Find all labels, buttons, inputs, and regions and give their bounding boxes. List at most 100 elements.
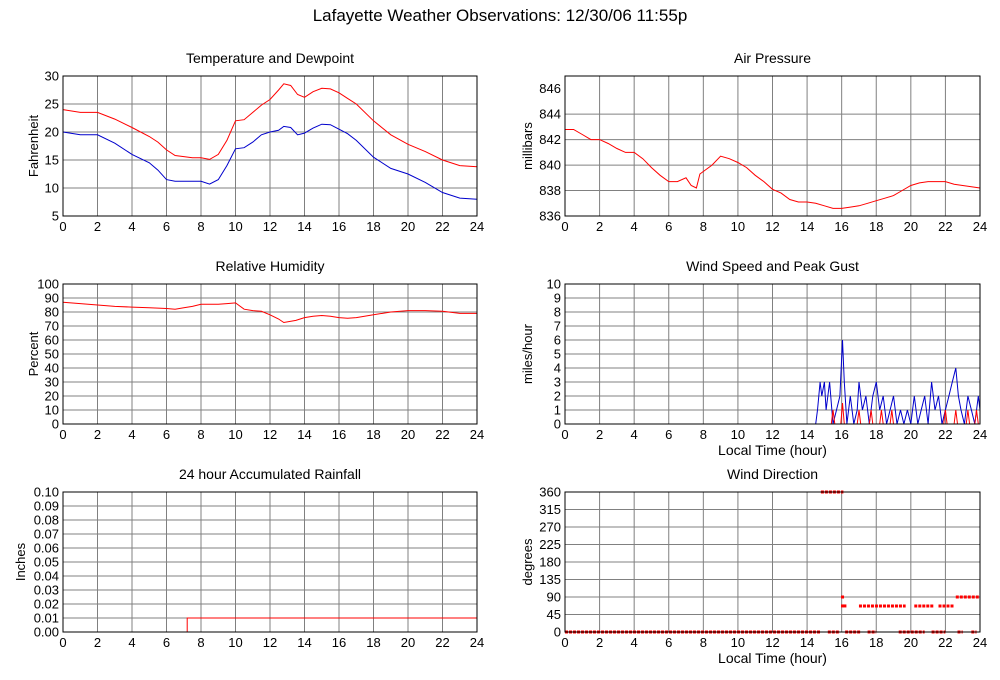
x-axis-label: Local Time (hour): [718, 442, 827, 458]
y-tick-label: 10: [45, 403, 59, 418]
y-tick-label: 30: [45, 375, 59, 390]
y-tick-label: 2: [554, 389, 561, 404]
x-tick-label: 14: [800, 219, 814, 234]
x-tick-label: 8: [197, 635, 204, 650]
x-tick-label: 6: [665, 635, 672, 650]
x-tick-label: 22: [938, 635, 952, 650]
chart-title: Temperature and Dewpoint: [186, 50, 354, 66]
y-tick-label: 5: [52, 209, 59, 224]
x-tick-label: 4: [128, 427, 135, 442]
x-tick-label: 8: [700, 219, 707, 234]
x-tick-label: 14: [297, 635, 311, 650]
y-tick-label: 45: [547, 607, 561, 622]
direction-point: [841, 595, 845, 599]
x-tick-label: 2: [94, 219, 101, 234]
y-tick-label: 0.05: [34, 555, 59, 570]
x-tick-label: 12: [263, 219, 277, 234]
x-tick-label: 16: [834, 635, 848, 650]
x-tick-label: 18: [869, 427, 883, 442]
y-axis-label: Percent: [26, 331, 41, 376]
x-tick-label: 10: [228, 635, 242, 650]
y-tick-label: 840: [539, 158, 561, 173]
y-axis-label: Fahrenheit: [26, 115, 41, 178]
x-tick-label: 0: [59, 427, 66, 442]
x-tick-label: 6: [163, 219, 170, 234]
x-tick-label: 14: [800, 427, 814, 442]
chart-temp: 0 2 4 6 8 10 12 14 16 18 20 22 2451015202530Temperat…: [26, 50, 484, 234]
x-tick-label: 10: [228, 427, 242, 442]
x-tick-label: 0: [59, 635, 66, 650]
plot-frame: [62, 491, 478, 633]
y-tick-label: 60: [45, 333, 59, 348]
y-axis-label: millibars: [520, 122, 535, 170]
x-tick-label: 4: [631, 219, 638, 234]
y-tick-label: 838: [539, 183, 561, 198]
y-axis-label: Inches: [13, 542, 28, 581]
y-tick-label: 135: [539, 572, 561, 587]
y-tick-label: 0.00: [34, 625, 59, 640]
x-tick-label: 20: [401, 427, 415, 442]
y-tick-label: 50: [45, 347, 59, 362]
y-tick-label: 0.10: [34, 485, 59, 500]
x-tick-label: 4: [631, 635, 638, 650]
y-tick-label: 315: [539, 502, 561, 517]
x-tick-label: 12: [765, 635, 779, 650]
x-tick-label: 24: [470, 219, 484, 234]
x-tick-label: 24: [470, 635, 484, 650]
x-tick-label: 16: [834, 427, 848, 442]
x-tick-label: 6: [665, 427, 672, 442]
x-axis-label: Local Time (hour): [718, 650, 827, 666]
plot-frame: [564, 491, 981, 633]
y-tick-label: 6: [554, 333, 561, 348]
plot-frame: [564, 283, 981, 425]
x-tick-label: 14: [297, 427, 311, 442]
x-tick-label: 14: [297, 219, 311, 234]
y-tick-label: 7: [554, 319, 561, 334]
x-tick-label: 12: [765, 219, 779, 234]
chart-title: Air Pressure: [734, 50, 811, 66]
x-tick-label: 16: [332, 427, 346, 442]
y-tick-label: 846: [539, 81, 561, 96]
y-tick-label: 9: [554, 291, 561, 306]
y-tick-label: 0.04: [34, 569, 59, 584]
x-tick-label: 6: [665, 219, 672, 234]
x-tick-label: 10: [731, 219, 745, 234]
y-tick-label: 225: [539, 537, 561, 552]
x-tick-label: 16: [332, 219, 346, 234]
y-tick-label: 842: [539, 132, 561, 147]
x-tick-label: 12: [263, 427, 277, 442]
y-tick-label: 0.07: [34, 527, 59, 542]
y-tick-label: 0.03: [34, 583, 59, 598]
x-tick-label: 16: [834, 219, 848, 234]
chart-direction: 0 2 4 6 8 10 12 14 16 18 20 22 240459013518022527031…: [520, 466, 987, 666]
x-tick-label: 6: [163, 427, 170, 442]
x-tick-label: 12: [765, 427, 779, 442]
y-tick-label: 10: [45, 181, 59, 196]
y-tick-label: 40: [45, 361, 59, 376]
x-tick-label: 4: [128, 219, 135, 234]
x-tick-label: 20: [401, 219, 415, 234]
x-tick-label: 20: [401, 635, 415, 650]
y-tick-label: 0.08: [34, 513, 59, 528]
direction-point: [841, 604, 845, 608]
x-tick-label: 0: [561, 219, 568, 234]
x-tick-label: 16: [332, 635, 346, 650]
x-tick-label: 18: [366, 427, 380, 442]
x-tick-label: 22: [435, 427, 449, 442]
y-tick-label: 8: [554, 305, 561, 320]
x-tick-label: 18: [869, 219, 883, 234]
x-tick-label: 12: [263, 635, 277, 650]
y-tick-label: 0.01: [34, 611, 59, 626]
y-tick-label: 90: [45, 291, 59, 306]
x-tick-label: 18: [366, 635, 380, 650]
y-tick-label: 80: [45, 305, 59, 320]
y-tick-label: 4: [554, 361, 561, 376]
plot-frame: [62, 283, 478, 425]
x-tick-label: 20: [904, 635, 918, 650]
x-tick-label: 14: [800, 635, 814, 650]
y-tick-label: 0.02: [34, 597, 59, 612]
series-line-pressure-0: [565, 129, 981, 209]
chart-title: 24 hour Accumulated Rainfall: [179, 466, 361, 482]
y-tick-label: 3: [554, 375, 561, 390]
